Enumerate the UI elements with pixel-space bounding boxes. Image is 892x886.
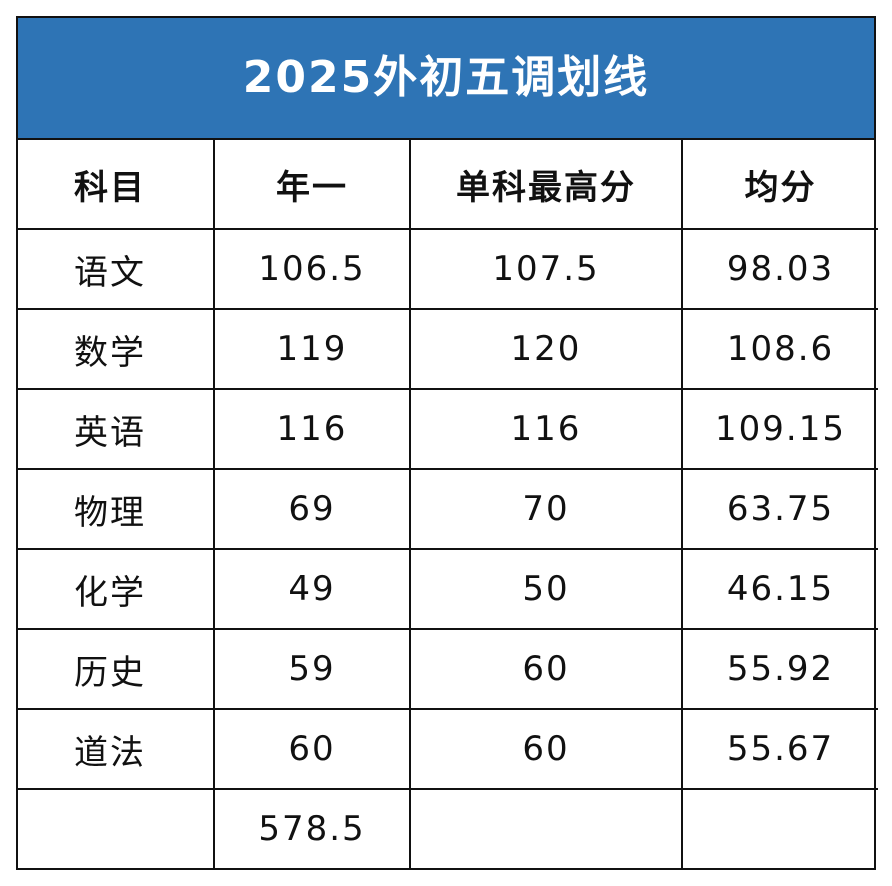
table-row: 道法 60 60 55.67: [18, 708, 878, 790]
average-cell: 55.92: [681, 628, 878, 710]
subject-cell: 英语: [18, 388, 215, 470]
score-line-table: 2025外初五调划线 科目 年一 单科最高分 均分 语文 106.5 107.5…: [16, 16, 878, 870]
first-tier-cell: 106.5: [213, 228, 411, 310]
subject-cell: 历史: [18, 628, 215, 710]
total-row: 578.5: [18, 788, 878, 868]
table-row: 化学 49 50 46.15: [18, 548, 878, 630]
title-bar: 2025外初五调划线: [18, 18, 874, 140]
max-single-cell: 60: [409, 708, 683, 790]
max-single-cell: 107.5: [409, 228, 683, 310]
average-cell: 46.15: [681, 548, 878, 630]
total-max-single-cell: [409, 788, 683, 868]
first-tier-cell: 60: [213, 708, 411, 790]
header-row: 科目 年一 单科最高分 均分: [18, 140, 878, 230]
first-tier-cell: 69: [213, 468, 411, 550]
table-row: 历史 59 60 55.92: [18, 628, 878, 710]
subject-cell: 数学: [18, 308, 215, 390]
first-tier-cell: 59: [213, 628, 411, 710]
max-single-cell: 120: [409, 308, 683, 390]
first-tier-cell: 116: [213, 388, 411, 470]
header-first-tier: 年一: [213, 140, 411, 230]
total-subject-cell: [18, 788, 215, 868]
total-first-tier-cell: 578.5: [213, 788, 411, 868]
table-title: 2025外初五调划线: [242, 52, 650, 103]
table-row: 语文 106.5 107.5 98.03: [18, 228, 878, 310]
first-tier-cell: 119: [213, 308, 411, 390]
table-row: 英语 116 116 109.15: [18, 388, 878, 470]
total-average-cell: [681, 788, 878, 868]
average-cell: 55.67: [681, 708, 878, 790]
max-single-cell: 60: [409, 628, 683, 710]
average-cell: 108.6: [681, 308, 878, 390]
max-single-cell: 50: [409, 548, 683, 630]
header-subject: 科目: [18, 140, 215, 230]
score-table: 科目 年一 单科最高分 均分 语文 106.5 107.5 98.03 数学 1…: [18, 140, 878, 868]
subject-cell: 物理: [18, 468, 215, 550]
table-row: 数学 119 120 108.6: [18, 308, 878, 390]
max-single-cell: 116: [409, 388, 683, 470]
average-cell: 63.75: [681, 468, 878, 550]
subject-cell: 语文: [18, 228, 215, 310]
table-row: 物理 69 70 63.75: [18, 468, 878, 550]
average-cell: 109.15: [681, 388, 878, 470]
average-cell: 98.03: [681, 228, 878, 310]
first-tier-cell: 49: [213, 548, 411, 630]
max-single-cell: 70: [409, 468, 683, 550]
subject-cell: 道法: [18, 708, 215, 790]
subject-cell: 化学: [18, 548, 215, 630]
header-average: 均分: [681, 140, 878, 230]
header-max-single: 单科最高分: [409, 140, 683, 230]
